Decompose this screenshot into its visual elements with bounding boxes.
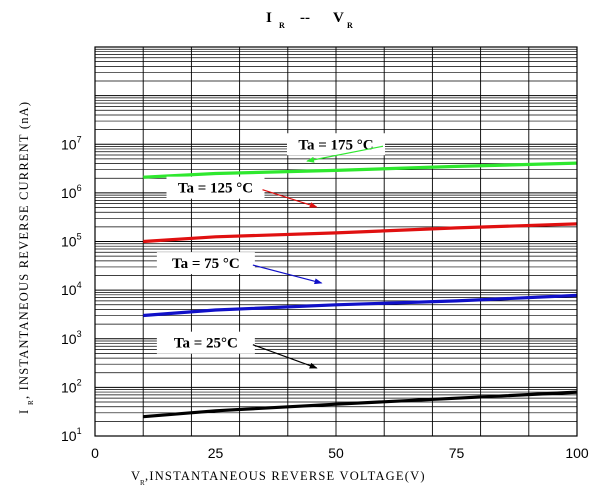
y-tick-label: 105 — [61, 232, 82, 250]
label-text: Ta = 25°C — [174, 336, 238, 352]
title-sep: -- — [300, 10, 310, 26]
x-axis-ticks: 0 25 50 75 100 — [91, 445, 589, 461]
series-label: Ta = 25°C — [156, 331, 255, 354]
y-tick-base: 10 — [61, 234, 77, 250]
y-tick-base: 10 — [61, 185, 77, 201]
y-tick-label: 107 — [61, 134, 82, 152]
series-annotations: Ta = 175 °C Ta = 125 °C Ta = 75 °C Ta = 25°… — [156, 133, 385, 369]
y-tick-base: 10 — [61, 136, 77, 152]
xlabel-pre: V — [131, 469, 141, 483]
title-main-sub: R — [279, 21, 285, 30]
label-text: Ta = 175 °C — [298, 137, 373, 153]
x-tick-label: 0 — [91, 445, 99, 461]
label-arrow — [252, 344, 318, 369]
y-tick-exponent: 4 — [77, 280, 82, 290]
y-tick-label: 101 — [61, 426, 82, 444]
y-tick-label: 103 — [61, 329, 82, 347]
ylabel-pre: I — [17, 409, 31, 414]
series-label: Ta = 125 °C — [166, 176, 265, 199]
plot-frame — [94, 46, 578, 437]
y-tick-base: 10 — [61, 379, 77, 395]
series-line — [143, 390, 578, 419]
y-tick-base: 10 — [61, 428, 77, 444]
y-tick-base: 10 — [61, 331, 77, 347]
ylabel-sub: R — [27, 399, 35, 405]
y-tick-base: 10 — [61, 282, 77, 298]
label-arrow — [252, 264, 323, 285]
y-tick-exponent: 1 — [77, 426, 82, 436]
label-text: Ta = 75 °C — [172, 256, 240, 272]
x-tick-label: 75 — [449, 445, 465, 461]
y-tick-exponent: 6 — [77, 183, 82, 193]
ylabel-post: , INSTANTANEOUS REVERSE CURRENT (nA) — [17, 101, 31, 399]
y-tick-exponent: 5 — [77, 232, 82, 242]
label-text: Ta = 125 °C — [178, 181, 253, 197]
title-main: I — [266, 10, 272, 26]
label-arrow — [306, 145, 384, 163]
title-tail: V — [333, 10, 344, 26]
label-box — [287, 133, 385, 156]
y-tick-exponent: 2 — [77, 377, 82, 387]
series-line — [143, 293, 578, 318]
y-axis-label: I R , INSTANTANEOUS REVERSE CURRENT (nA) — [17, 101, 35, 414]
y-tick-exponent: 7 — [77, 134, 82, 144]
series-label: Ta = 75 °C — [156, 252, 255, 275]
series-label: Ta = 175 °C — [287, 133, 385, 156]
y-tick-label: 102 — [61, 377, 82, 395]
label-box — [156, 252, 255, 275]
x-axis-label: V R ,INSTANTANEOUS REVERSE VOLTAGE(V) — [131, 469, 426, 487]
chart-title: I R -- V R — [266, 10, 353, 30]
x-tick-label: 50 — [328, 445, 344, 461]
y-tick-label: 106 — [61, 183, 82, 201]
title-tail-sub: R — [347, 21, 353, 30]
label-box — [166, 176, 265, 199]
y-tick-label: 104 — [61, 280, 82, 298]
xlabel-post: ,INSTANTANEOUS REVERSE VOLTAGE(V) — [145, 469, 426, 483]
label-arrow — [262, 189, 318, 208]
series-line — [143, 222, 578, 244]
label-box — [156, 331, 255, 354]
y-tick-exponent: 3 — [77, 329, 82, 339]
xlabel-sub: R — [140, 479, 146, 487]
series-lines — [143, 161, 578, 419]
x-tick-label: 100 — [565, 445, 589, 461]
x-tick-label: 25 — [208, 445, 224, 461]
series-line — [143, 161, 578, 179]
